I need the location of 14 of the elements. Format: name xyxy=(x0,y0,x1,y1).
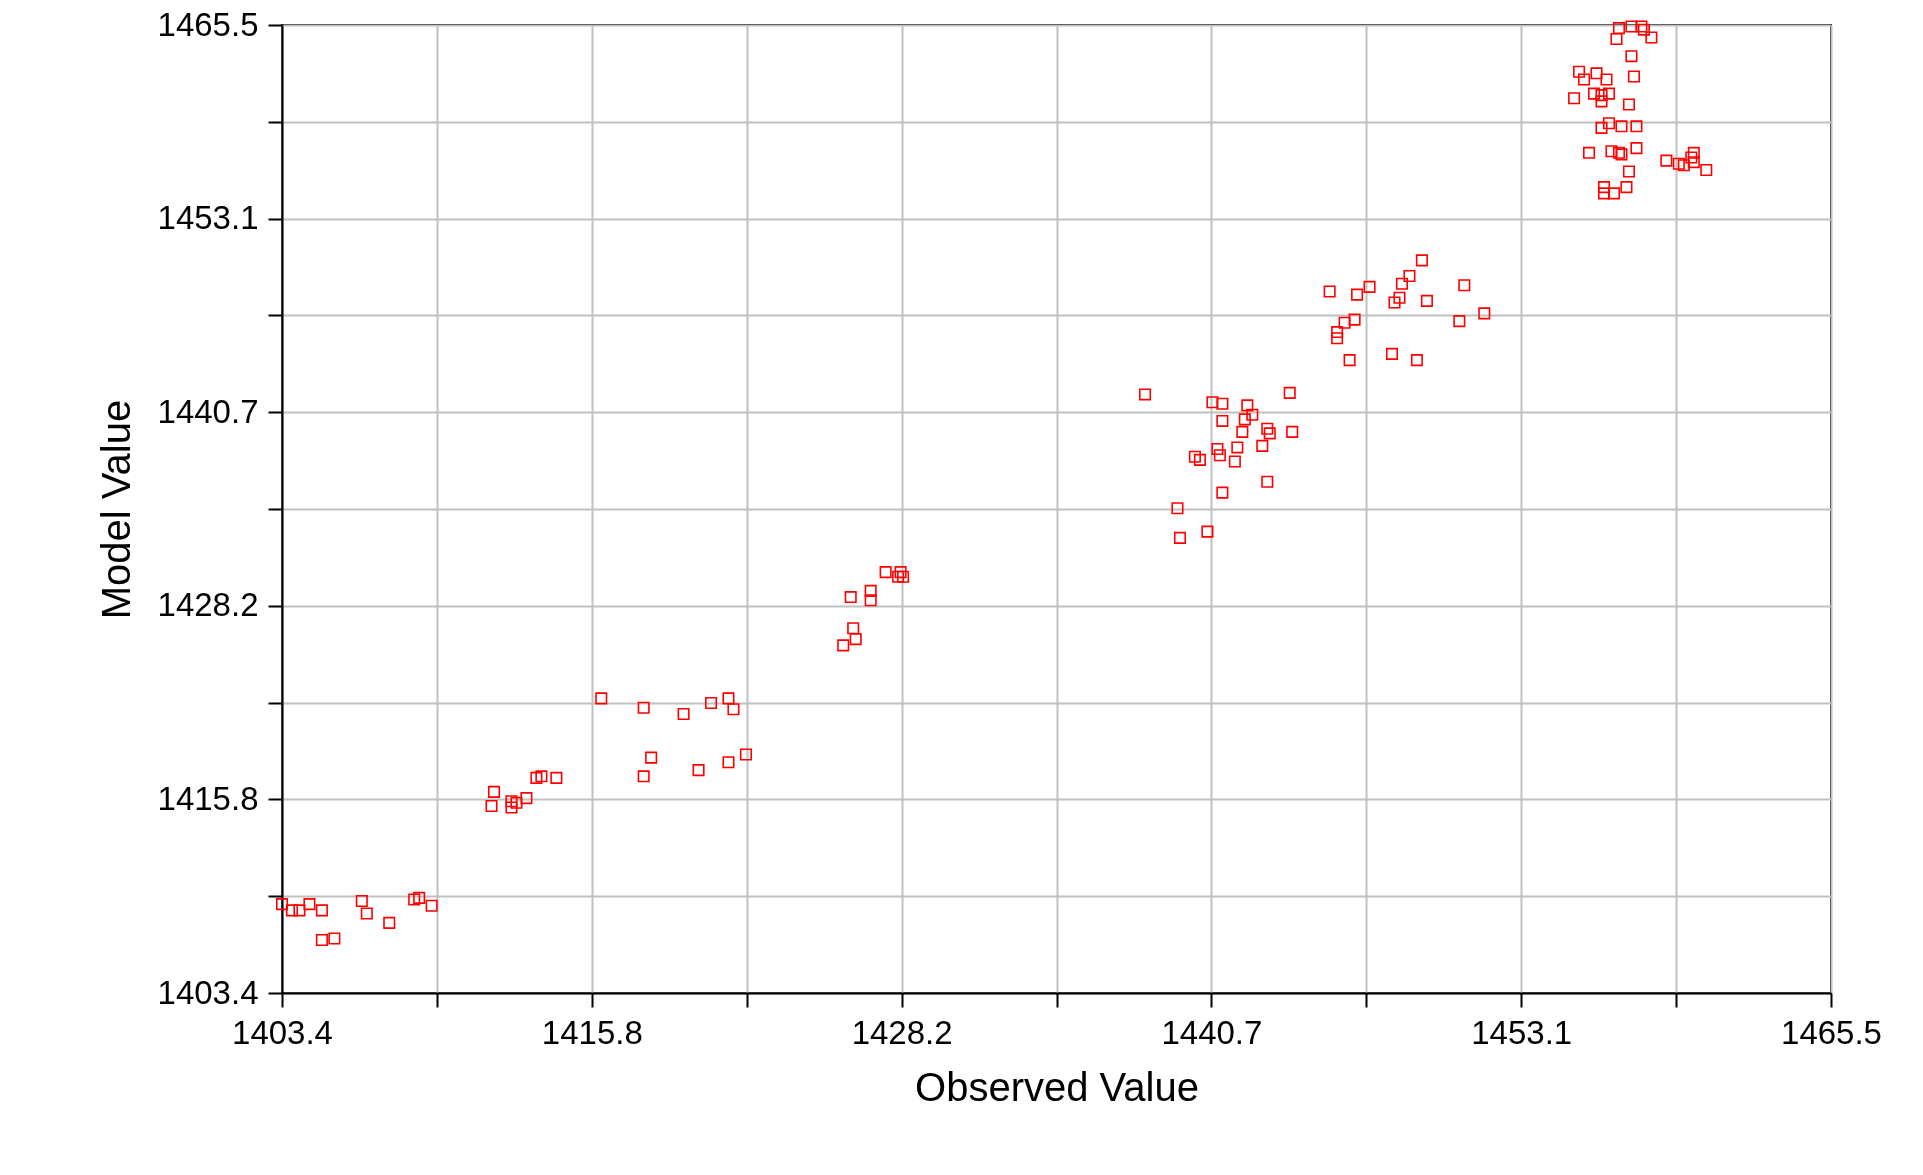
x-axis-title: Observed Value xyxy=(915,1064,1199,1109)
x-tick-label: 1415.8 xyxy=(541,1013,643,1051)
y-tick-label: 1415.8 xyxy=(157,779,259,817)
x-tick-label: 1453.1 xyxy=(1471,1013,1573,1051)
x-tick-label: 1428.2 xyxy=(851,1013,953,1051)
y-axis-title: Model Value xyxy=(93,399,138,620)
x-tick-label: 1403.4 xyxy=(232,1013,333,1051)
y-tick-label: 1453.1 xyxy=(157,199,259,237)
y-tick-label: 1440.7 xyxy=(157,392,259,430)
x-tick-label: 1465.5 xyxy=(1781,1013,1882,1051)
y-tick-label: 1465.5 xyxy=(157,5,259,43)
y-tick-label: 1403.4 xyxy=(157,973,259,1011)
x-tick-label: 1440.7 xyxy=(1161,1013,1263,1051)
y-tick-label: 1428.2 xyxy=(157,586,259,624)
